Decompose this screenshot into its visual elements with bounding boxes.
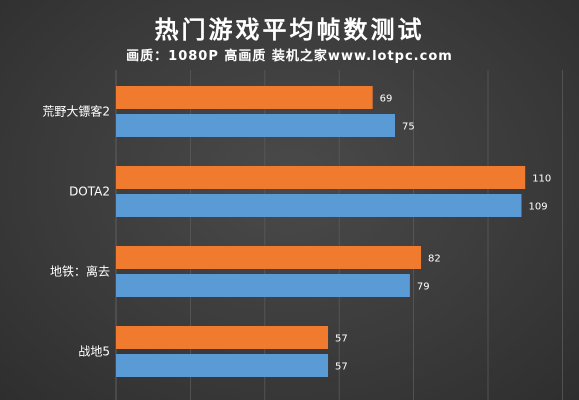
bar	[116, 114, 395, 137]
category-label: 荒野大镖客2	[42, 104, 110, 119]
bar	[116, 326, 329, 349]
bar	[116, 166, 526, 189]
category-label: 战地5	[78, 345, 110, 359]
bar	[116, 86, 373, 109]
data-label: 69	[380, 94, 393, 105]
data-label: 79	[417, 282, 430, 293]
chart-subtitle: 画质：1080P 高画质 装机之家www.lotpc.com	[126, 49, 453, 64]
category-label: 地铁：离去	[50, 264, 110, 279]
chart-title: 热门游戏平均帧数测试	[154, 16, 425, 44]
data-label: 110	[532, 174, 551, 185]
data-label: 109	[528, 202, 547, 213]
bar	[116, 354, 329, 377]
bar	[116, 194, 522, 217]
category-label: DOTA2	[69, 185, 110, 199]
bar	[116, 246, 422, 269]
data-label: 82	[428, 254, 441, 265]
bar	[116, 274, 410, 297]
data-label: 57	[335, 362, 348, 373]
data-label: 57	[335, 334, 348, 345]
data-label: 75	[402, 122, 415, 133]
